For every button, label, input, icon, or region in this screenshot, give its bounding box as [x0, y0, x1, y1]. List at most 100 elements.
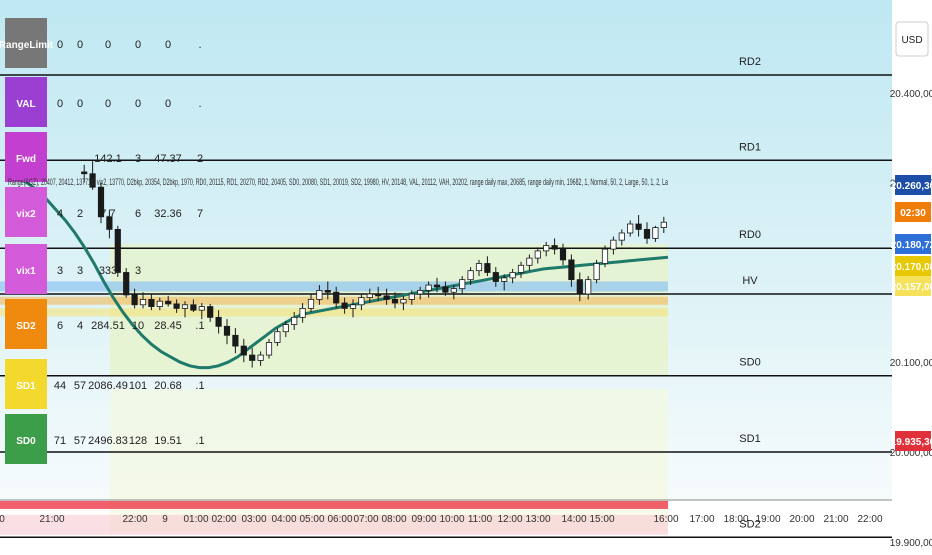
table-label-text: vix2 — [16, 209, 36, 220]
table-value-cell: 3 — [135, 265, 141, 277]
candle-body — [215, 316, 222, 327]
candle-body — [517, 264, 525, 273]
candle-body — [173, 303, 180, 309]
candle-body — [366, 293, 373, 299]
table-value-cell: 0 — [135, 39, 141, 51]
candle-body — [333, 291, 340, 304]
x-tick-label: 0 — [0, 514, 5, 525]
table-value-cell: 7.7 — [100, 208, 115, 220]
table-label-cell — [5, 18, 47, 68]
candle-body — [223, 325, 231, 336]
candle-body — [383, 295, 390, 300]
table-count-cell: 57 — [74, 380, 86, 392]
candle-body — [601, 248, 609, 264]
x-tick-label: 06:00 — [327, 514, 352, 525]
table-value-cell: 0 — [105, 98, 111, 110]
x-tick-label: 14:00 — [561, 514, 586, 525]
price-badge — [895, 256, 931, 276]
price-badge-text: 19.935,30 — [891, 437, 932, 448]
table-value-cell: 0 — [105, 39, 111, 51]
candle-body — [114, 228, 121, 273]
candle-body — [274, 331, 281, 343]
x-tick-label: 05:00 — [299, 514, 324, 525]
table-count-cell: 3 — [77, 265, 83, 277]
table-value-cell: 47.37 — [154, 153, 182, 165]
candle-body — [291, 316, 298, 325]
candle-body — [190, 304, 197, 311]
candle-body — [534, 250, 541, 259]
candle-body — [568, 259, 575, 281]
table-value-cell: 333 — [99, 265, 117, 277]
table-label-cell — [5, 359, 47, 409]
table-label-text: VAL — [16, 99, 35, 110]
table-value-cell: 28.45 — [154, 320, 182, 332]
table-label-text: SD1 — [16, 381, 36, 392]
currency-box[interactable] — [895, 21, 929, 57]
candle-body — [391, 299, 399, 304]
x-tick-label: 22:00 — [857, 514, 882, 525]
y-tick-label: 20.100,00 — [890, 358, 932, 369]
candle-body — [475, 263, 483, 272]
x-tick-label: 17:00 — [689, 514, 714, 525]
candle-body — [232, 334, 239, 347]
candle-body — [375, 293, 382, 297]
candle-body — [526, 257, 533, 266]
table-label-cell — [5, 414, 47, 464]
table-label-text: RangeLimit — [0, 40, 54, 51]
level-label-rd2: RD2 — [739, 56, 761, 68]
candle-body — [459, 279, 466, 290]
vah-band — [0, 281, 668, 292]
table-value-cell: 0 — [165, 98, 171, 110]
candle-body — [307, 299, 315, 309]
table-count-cell: 71 — [54, 435, 66, 447]
table-value-cell: 7 — [197, 208, 203, 220]
currency-label: USD — [901, 35, 922, 46]
level-label-sd1: SD1 — [739, 433, 760, 445]
time-axis[interactable]: 0 21:00 22:00 9 01:00 02:00 03:00 04:00 05:00 06:… — [0, 499, 892, 525]
table-count-cell: 57 — [74, 435, 86, 447]
candle-body — [341, 302, 348, 309]
candle-body — [618, 232, 625, 241]
candle-body — [156, 300, 163, 307]
price-badge — [895, 202, 931, 222]
table-value-cell: 284.51 — [91, 320, 125, 332]
table-count-cell: 3 — [57, 265, 63, 277]
indicator-overlay-text: Range(AGZ), 20407, 20412, 137718, vix2, … — [8, 177, 668, 187]
table-value-cell: 128 — [129, 435, 147, 447]
level-label-hv: HV — [742, 275, 758, 287]
candle-body — [165, 300, 172, 305]
candle-body — [81, 171, 88, 175]
table-value-cell: 32.36 — [154, 208, 182, 220]
candle-body — [501, 277, 508, 282]
candle-body — [551, 245, 558, 250]
table-label-text: SD0 — [16, 436, 36, 447]
x-tick-label: 15:00 — [589, 514, 614, 525]
price-badge-text: 02:30 — [900, 208, 926, 219]
candle-body — [559, 248, 567, 261]
y-tick-label: 19.900,00 — [890, 538, 932, 549]
table-value-cell: .1 — [195, 380, 204, 392]
table-label-text: Fwd — [16, 154, 36, 165]
table-label-cell — [5, 187, 47, 237]
table-value-cell: 101 — [129, 380, 147, 392]
x-tick-label: 9 — [162, 514, 168, 525]
candle-body — [181, 304, 189, 309]
candle-body — [425, 284, 432, 291]
x-tick-label: 12:00 — [497, 514, 522, 525]
price-axis[interactable]: 20.400,0020.300,0020.100,0020.000,0019.9… — [890, 89, 932, 549]
price-badge — [895, 175, 931, 195]
candle-body — [635, 223, 642, 230]
x-tick-label: 07:00 — [353, 514, 378, 525]
val-band — [0, 308, 668, 317]
candle-body — [467, 270, 474, 281]
candle-body — [358, 297, 365, 306]
candle-body — [433, 284, 441, 288]
table-value-cell: .1 — [195, 435, 204, 447]
y-tick-label: 20.000,00 — [890, 448, 932, 459]
table-label-cell — [5, 132, 47, 182]
level-label-sd2: SD2 — [739, 518, 760, 530]
x-tick-label: 08:00 — [381, 514, 406, 525]
candle-body — [139, 299, 147, 306]
x-tick-label: 19:00 — [755, 514, 780, 525]
